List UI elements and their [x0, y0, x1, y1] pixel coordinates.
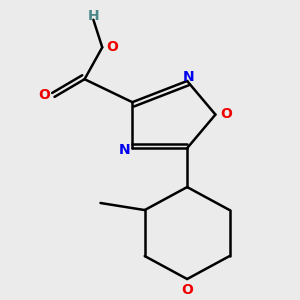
Text: O: O [220, 107, 232, 121]
Text: N: N [119, 143, 130, 157]
Text: O: O [181, 283, 193, 297]
Text: H: H [88, 9, 99, 23]
Text: N: N [183, 70, 195, 84]
Text: O: O [39, 88, 50, 102]
Text: O: O [106, 40, 118, 54]
